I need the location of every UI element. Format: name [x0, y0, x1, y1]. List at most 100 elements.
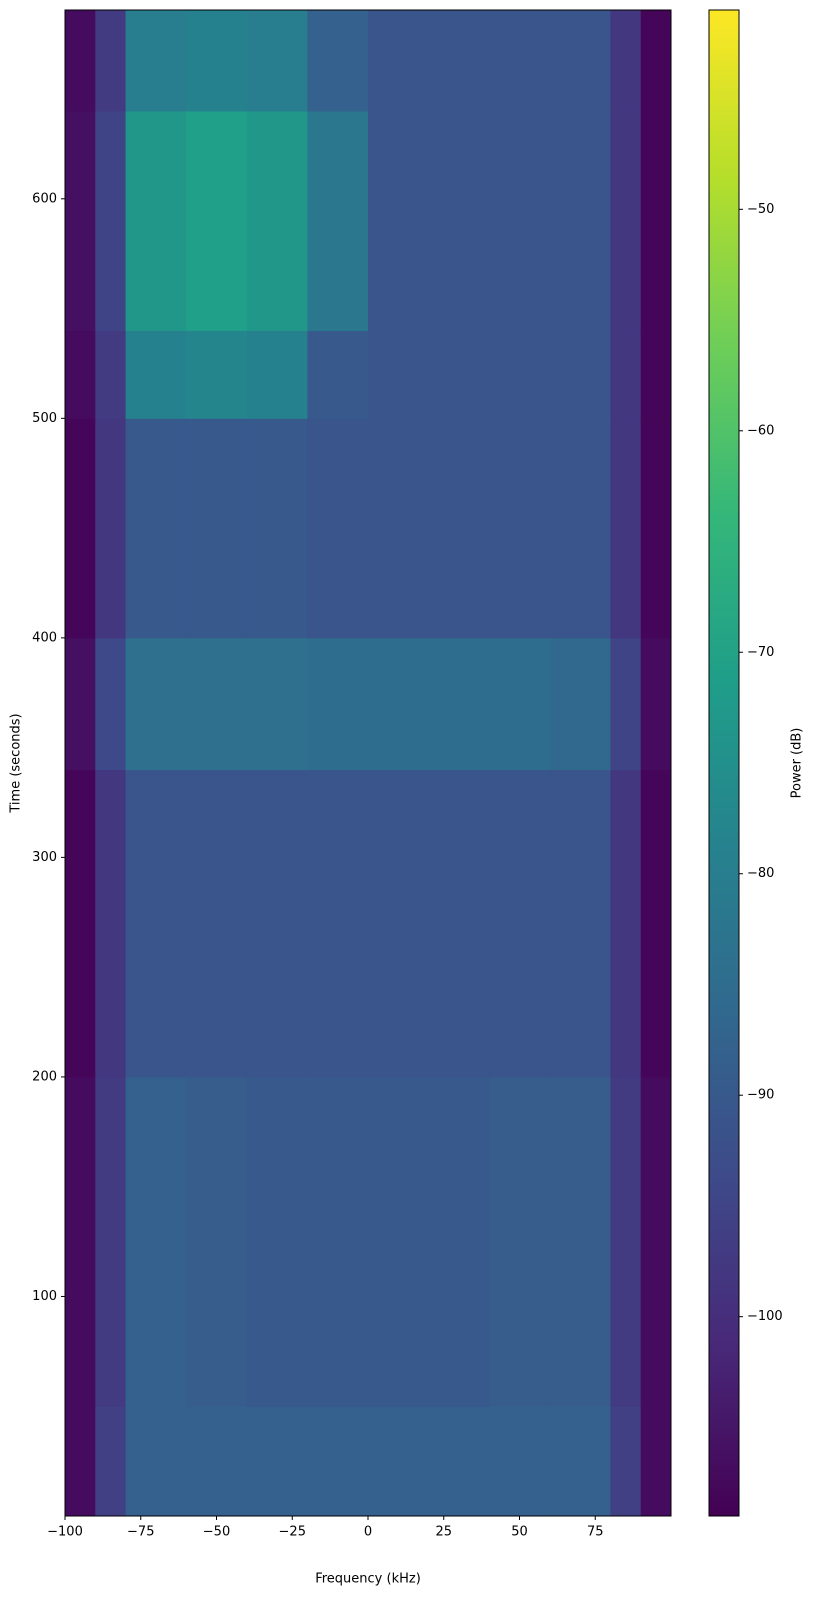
x-tick-label: 50 — [511, 1525, 528, 1540]
x-tick-label: 25 — [435, 1525, 452, 1540]
heatmap-cell — [95, 769, 127, 1078]
heatmap-cell — [307, 10, 369, 112]
heatmap-cell — [125, 1406, 187, 1517]
heatmap-cell — [186, 1406, 248, 1517]
heatmap-cell — [368, 637, 430, 771]
heatmap-cell — [368, 10, 430, 112]
heatmap-cell — [307, 418, 369, 639]
heatmap-cell — [428, 1076, 490, 1407]
heatmap-cell — [95, 418, 127, 639]
colorbar-tick-label: −80 — [747, 866, 774, 881]
heatmap-cell — [428, 110, 490, 332]
x-tick-label: −75 — [127, 1525, 154, 1540]
y-tick-label: 400 — [32, 630, 57, 645]
heatmap-cell — [246, 10, 308, 112]
heatmap-cell — [368, 769, 430, 1078]
heatmap-cell — [246, 1076, 308, 1407]
heatmap-cell — [489, 769, 551, 1078]
heatmap-cell — [428, 330, 490, 419]
heatmap-cell — [246, 769, 308, 1078]
heatmap-cell — [186, 418, 248, 639]
heatmap-cell — [549, 1076, 611, 1407]
heatmap-cell — [368, 1406, 430, 1517]
heatmap-cell — [489, 110, 551, 332]
y-axis-label: Time (seconds) — [9, 713, 24, 813]
x-axis-label: Frequency (kHz) — [315, 1572, 421, 1587]
colorbar-label: Power (dB) — [790, 728, 805, 799]
heatmap-cell — [246, 1406, 308, 1517]
heatmap-cell — [640, 769, 672, 1078]
heatmap-cell — [549, 10, 611, 112]
heatmap-cell — [428, 1406, 490, 1517]
heatmap-cell — [489, 1076, 551, 1407]
heatmap-cell — [610, 637, 642, 771]
heatmap-cell — [549, 110, 611, 332]
heatmap-cell — [489, 1406, 551, 1517]
heatmap-cell — [307, 1076, 369, 1407]
colorbar-tick-label: −60 — [747, 423, 774, 438]
heatmap-cell — [489, 637, 551, 771]
colorbar-tick-label: −100 — [747, 1309, 783, 1324]
heatmap-cell — [186, 769, 248, 1078]
heatmap-cell — [368, 1076, 430, 1407]
heatmap-cell — [246, 418, 308, 639]
heatmap-cell — [186, 110, 248, 332]
heatmap-cell — [95, 1076, 127, 1407]
heatmap-cell — [65, 418, 96, 639]
heatmap-cell — [186, 10, 248, 112]
colorbar-tick-label: −50 — [747, 202, 774, 217]
heatmap-cell — [610, 110, 642, 332]
x-tick-label: 0 — [364, 1525, 372, 1540]
heatmap — [65, 10, 672, 1517]
heatmap-cell — [307, 637, 369, 771]
heatmap-cell — [65, 637, 96, 771]
heatmap-cell — [65, 1406, 96, 1517]
heatmap-cell — [610, 10, 642, 112]
heatmap-cell — [640, 637, 672, 771]
heatmap-cell — [125, 418, 187, 639]
heatmap-cell — [640, 330, 672, 419]
heatmap-cell — [125, 110, 187, 332]
heatmap-cell — [246, 110, 308, 332]
heatmap-cell — [65, 10, 96, 112]
heatmap-cell — [186, 637, 248, 771]
heatmap-cell — [640, 1406, 672, 1517]
heatmap-cell — [125, 769, 187, 1078]
heatmap-cell — [610, 769, 642, 1078]
heatmap-cell — [549, 769, 611, 1078]
colorbar — [708, 9, 740, 1517]
heatmap-cell — [307, 769, 369, 1078]
x-tick-label: −100 — [47, 1525, 83, 1540]
heatmap-cell — [489, 418, 551, 639]
heatmap-cell — [65, 330, 96, 419]
heatmap-cell — [95, 1406, 127, 1517]
heatmap-cell — [307, 110, 369, 332]
heatmap-cell — [640, 1076, 672, 1407]
heatmap-cell — [95, 110, 127, 332]
heatmap-cell — [246, 330, 308, 419]
heatmap-cell — [368, 418, 430, 639]
colorbar-tick-label: −90 — [747, 1088, 774, 1103]
heatmap-cell — [95, 10, 127, 112]
heatmap-cell — [610, 1406, 642, 1517]
heatmap-cell — [549, 418, 611, 639]
heatmap-cell — [549, 637, 611, 771]
heatmap-cell — [640, 110, 672, 332]
colorbar-tick-label: −70 — [747, 645, 774, 660]
heatmap-cell — [368, 330, 430, 419]
heatmap-cell — [65, 1076, 96, 1407]
heatmap-cell — [125, 330, 187, 419]
heatmap-cell — [428, 637, 490, 771]
heatmap-cell — [610, 1076, 642, 1407]
heatmap-cell — [186, 330, 248, 419]
heatmap-cell — [95, 330, 127, 419]
heatmap-cell — [307, 1406, 369, 1517]
heatmap-cell — [640, 10, 672, 112]
heatmap-cell — [489, 330, 551, 419]
heatmap-cell — [307, 330, 369, 419]
heatmap-cell — [246, 637, 308, 771]
heatmap-cell — [549, 330, 611, 419]
heatmap-cell — [549, 1406, 611, 1517]
heatmap-cell — [125, 1076, 187, 1407]
